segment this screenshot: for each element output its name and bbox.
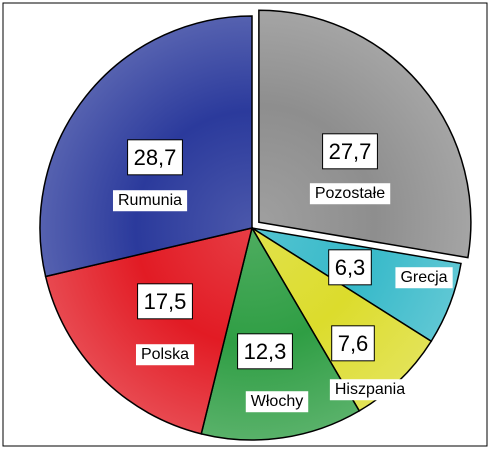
value-label-box bbox=[237, 333, 293, 370]
value-label-box bbox=[127, 139, 183, 176]
category-label-box bbox=[309, 183, 391, 205]
value-label: 17,5 bbox=[144, 289, 187, 314]
value-label: 28,7 bbox=[134, 145, 177, 170]
category-label: Rumunia bbox=[118, 192, 182, 209]
category-label: Polska bbox=[141, 346, 189, 363]
category-label-box bbox=[112, 190, 188, 212]
category-label-box bbox=[135, 344, 195, 366]
value-label: 27,7 bbox=[329, 139, 372, 164]
pie-slice bbox=[44, 226, 254, 435]
value-label: 12,3 bbox=[244, 339, 287, 364]
category-label-box bbox=[245, 391, 309, 413]
category-label-box bbox=[329, 379, 411, 401]
category-label-box bbox=[395, 267, 453, 289]
value-label: 7,6 bbox=[338, 331, 369, 356]
labels: 27,7 Pozostałe 6,3 Grecja 7,6 Hiszpania 12,3 Wł… bbox=[112, 133, 453, 413]
value-label-box bbox=[137, 283, 193, 320]
category-label: Grecja bbox=[400, 269, 447, 286]
value-label: 6,3 bbox=[335, 255, 366, 280]
value-label-box bbox=[331, 325, 375, 362]
value-label-box bbox=[322, 133, 378, 170]
category-label: Hiszpania bbox=[335, 381, 405, 398]
category-label: Włochy bbox=[251, 393, 303, 410]
value-label-box bbox=[328, 249, 372, 286]
category-label: Pozostałe bbox=[315, 185, 385, 202]
